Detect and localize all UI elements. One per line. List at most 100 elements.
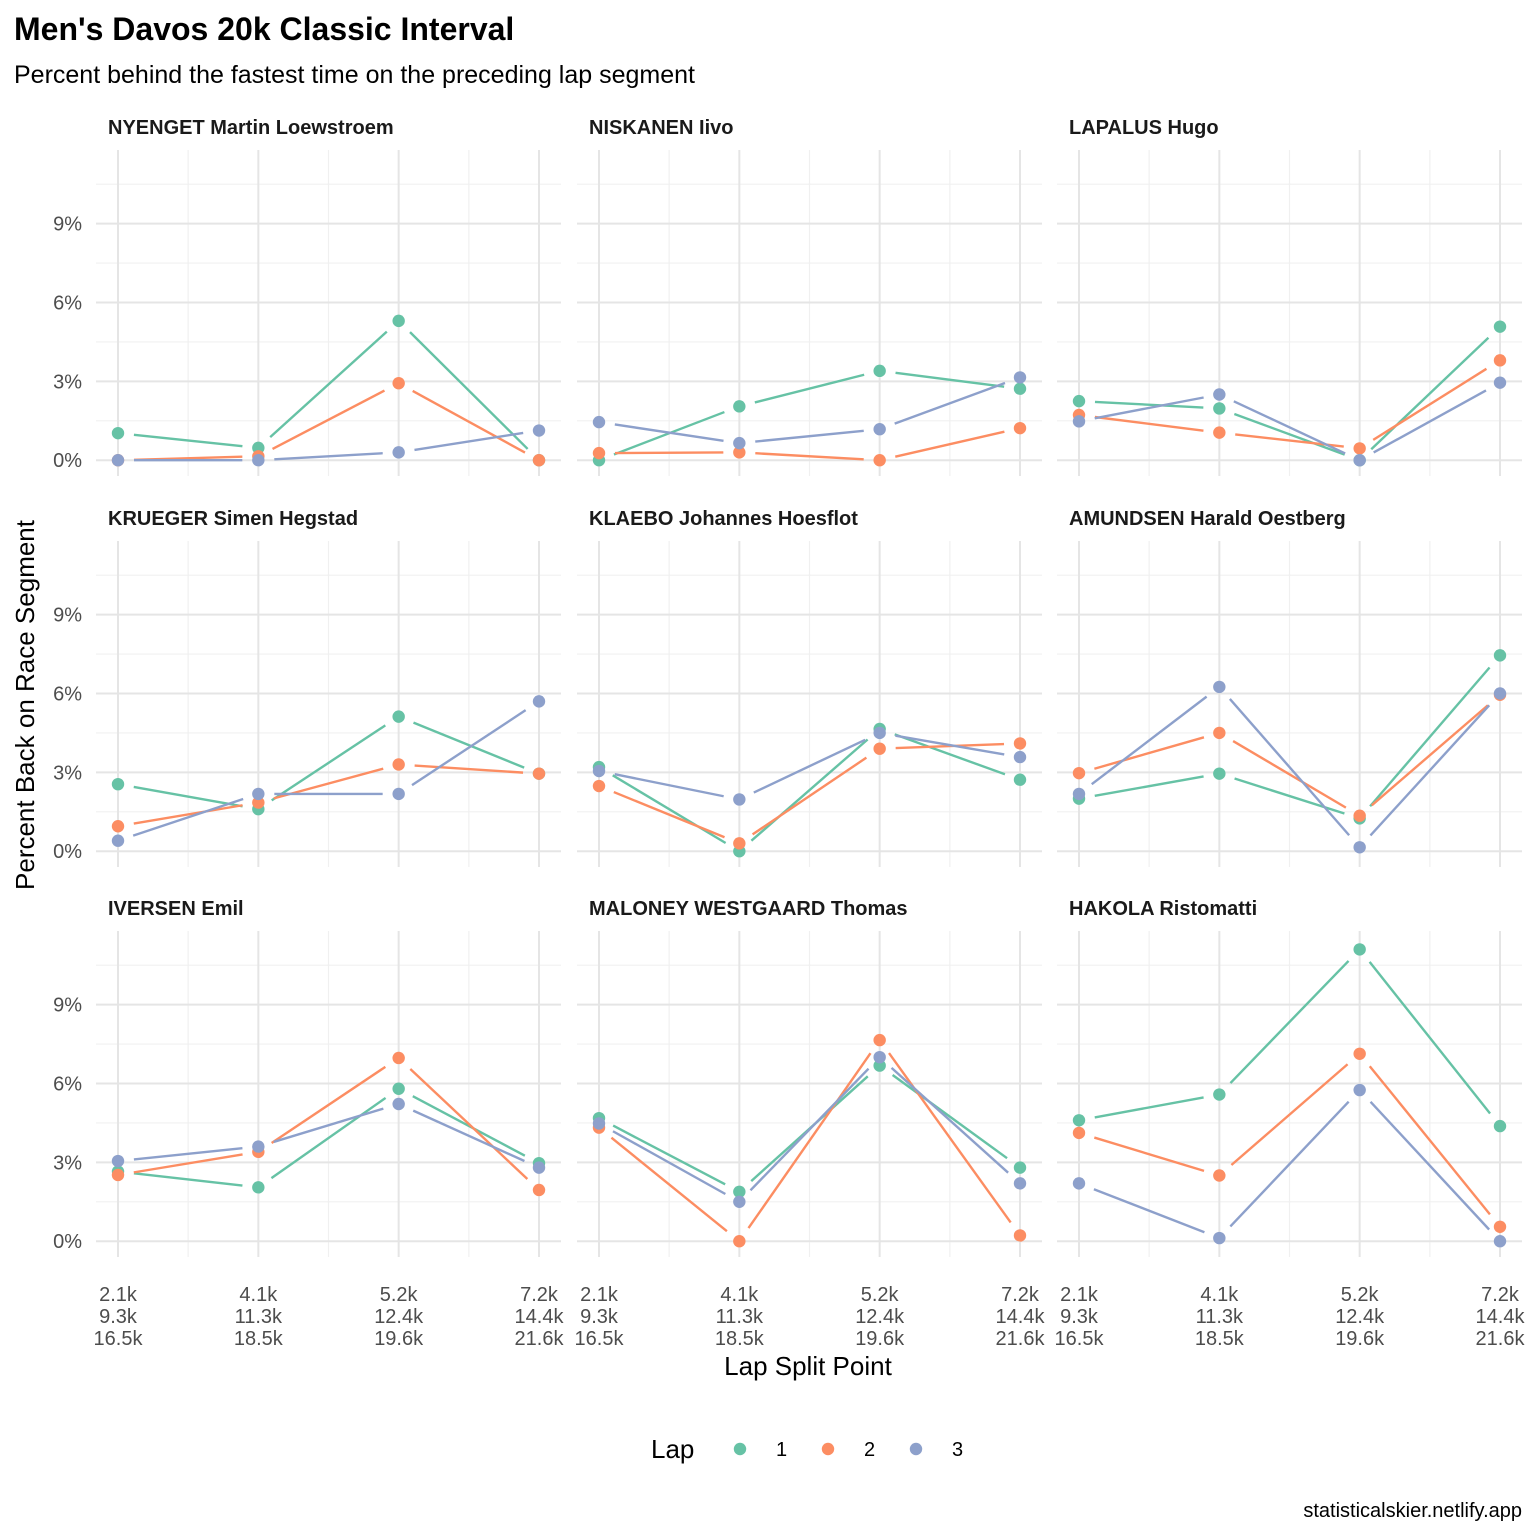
- data-point-lap-1: [1013, 1161, 1027, 1174]
- y-tick-label: 3%: [53, 1152, 82, 1174]
- x-tick-label: 4.1k 11.3k 18.5k: [715, 1284, 765, 1350]
- series-line-lap-2: [271, 389, 386, 450]
- facet-panel: KRUEGER Simen Hegstad 0% 3% 6% 9%: [53, 508, 561, 867]
- series-line-lap-3: [1369, 1100, 1490, 1231]
- legend: Lap 1 2 3: [651, 1434, 963, 1464]
- series-line-lap-3: [1090, 695, 1208, 786]
- series-line-lap-2: [755, 452, 864, 461]
- data-point-lap-2: [1013, 737, 1027, 750]
- data-point-lap-3: [873, 726, 886, 740]
- series-line-lap-1: [133, 1172, 243, 1187]
- data-point-lap-2: [392, 1051, 405, 1065]
- data-point-lap-2: [1013, 421, 1027, 435]
- series-line-lap-3: [132, 797, 244, 837]
- series-line-lap-1: [1094, 1096, 1204, 1119]
- data-point-lap-3: [1072, 1177, 1086, 1190]
- data-point-lap-1: [1072, 394, 1086, 408]
- data-point-lap-3: [1353, 841, 1366, 854]
- series-line-lap-1: [1094, 775, 1204, 798]
- series-line-lap-1: [612, 1124, 726, 1186]
- y-tick-label: 9%: [53, 605, 82, 627]
- series-line-lap-3: [133, 1147, 243, 1161]
- y-tick-label: 6%: [53, 683, 82, 705]
- data-point-lap-2: [392, 758, 405, 771]
- data-point-lap-1: [1013, 773, 1027, 786]
- chart-title: Men's Davos 20k Classic Interval: [14, 11, 514, 47]
- data-point-lap-2: [733, 446, 746, 459]
- series-line-lap-2: [1371, 704, 1489, 807]
- data-point-lap-1: [1213, 402, 1226, 415]
- series-line-lap-1: [1229, 960, 1350, 1084]
- series-line-lap-3: [614, 773, 724, 798]
- series-line-lap-2: [614, 451, 724, 455]
- x-tick-label: 5.2k 12.4k 19.6k: [855, 1284, 905, 1350]
- series-line-lap-2: [1094, 415, 1204, 432]
- data-point-lap-2: [592, 446, 606, 460]
- data-point-lap-3: [1493, 687, 1507, 700]
- series-line-lap-3: [1228, 698, 1351, 837]
- y-axis-title: Percent Back on Race Segment: [10, 519, 40, 890]
- data-point-lap-1: [733, 1185, 746, 1199]
- series-line-lap-3: [612, 1130, 726, 1196]
- data-point-lap-3: [1072, 415, 1086, 428]
- data-point-lap-3: [873, 423, 886, 436]
- data-point-lap-1: [733, 400, 746, 413]
- data-point-lap-1: [1072, 1114, 1086, 1127]
- series-line-lap-1: [412, 1095, 526, 1157]
- legend-title: Lap: [651, 1434, 694, 1464]
- legend-label-lap-2: 2: [864, 1439, 875, 1461]
- data-point-lap-3: [532, 424, 546, 437]
- series-line-lap-2: [1230, 1063, 1349, 1166]
- series-line-lap-3: [1093, 1188, 1205, 1234]
- facet-strip-label: NYENGET Martin Loewstroem: [108, 117, 394, 139]
- data-point-lap-2: [733, 837, 746, 850]
- facet-panels: NYENGET Martin Loewstroem 0% 3% 6% 9% NISKANE…: [53, 117, 1525, 1350]
- series-line-lap-1: [1233, 412, 1346, 456]
- series-line-lap-2: [409, 1068, 529, 1180]
- series-line-lap-1: [1369, 666, 1491, 808]
- data-point-lap-3: [252, 787, 265, 801]
- series-line-lap-1: [1368, 961, 1491, 1115]
- facet-strip-label: AMUNDSEN Harald Oestberg: [1069, 508, 1346, 530]
- facet-strip-label: KLAEBO Johannes Hoesflot: [589, 508, 858, 530]
- series-line-lap-3: [1233, 400, 1346, 455]
- data-point-lap-3: [1013, 750, 1027, 764]
- series-line-lap-1: [133, 785, 243, 808]
- series-line-lap-2: [613, 790, 725, 839]
- data-point-lap-3: [1353, 454, 1366, 467]
- series-line-lap-2: [414, 764, 524, 774]
- facet-strip-label: NISKANEN Iivo: [589, 117, 733, 139]
- data-point-lap-3: [111, 1154, 125, 1168]
- data-point-lap-2: [1353, 1047, 1366, 1060]
- y-tick-label: 6%: [53, 1073, 82, 1095]
- x-tick-label: 5.2k 12.4k 19.6k: [1335, 1284, 1385, 1350]
- data-point-lap-3: [733, 1195, 746, 1208]
- series-line-lap-1: [895, 371, 1005, 388]
- legend-key-lap-3: [909, 1442, 923, 1456]
- series-line-lap-1: [1370, 336, 1490, 451]
- data-point-lap-3: [1213, 680, 1226, 694]
- data-point-lap-2: [1213, 1169, 1226, 1182]
- facet-strip-label: LAPALUS Hugo: [1069, 117, 1219, 139]
- facet-panel: NISKANEN Iivo: [577, 117, 1042, 476]
- facet-strip-label: HAKOLA Ristomatti: [1069, 898, 1257, 920]
- facet-panel: MALONEY WESTGAARD Thomas 2.1k 9.3k 16.5k 4.1…: [575, 898, 1046, 1350]
- data-point-lap-1: [873, 364, 886, 378]
- series-line-lap-3: [749, 1067, 870, 1192]
- data-point-lap-2: [111, 1168, 125, 1182]
- facet-panel: AMUNDSEN Harald Oestberg: [1057, 508, 1522, 867]
- data-point-lap-3: [1072, 787, 1086, 801]
- chart-subtitle: Percent behind the fastest time on the p…: [14, 61, 695, 89]
- series-line-lap-2: [888, 1052, 1012, 1224]
- series-line-lap-2: [894, 430, 1005, 458]
- x-tick-label: 7.2k 14.4k 21.6k: [996, 1284, 1046, 1350]
- series-line-lap-2: [1094, 736, 1205, 770]
- x-axis-title: Lap Split Point: [724, 1351, 892, 1381]
- data-point-lap-3: [252, 454, 265, 467]
- series-line-lap-2: [610, 1136, 728, 1233]
- series-line-lap-1: [750, 738, 869, 842]
- y-tick-label: 0%: [53, 450, 82, 472]
- legend-key-lap-2: [821, 1442, 835, 1456]
- series-line-lap-2: [1372, 367, 1488, 441]
- series-line-lap-3: [273, 1107, 384, 1144]
